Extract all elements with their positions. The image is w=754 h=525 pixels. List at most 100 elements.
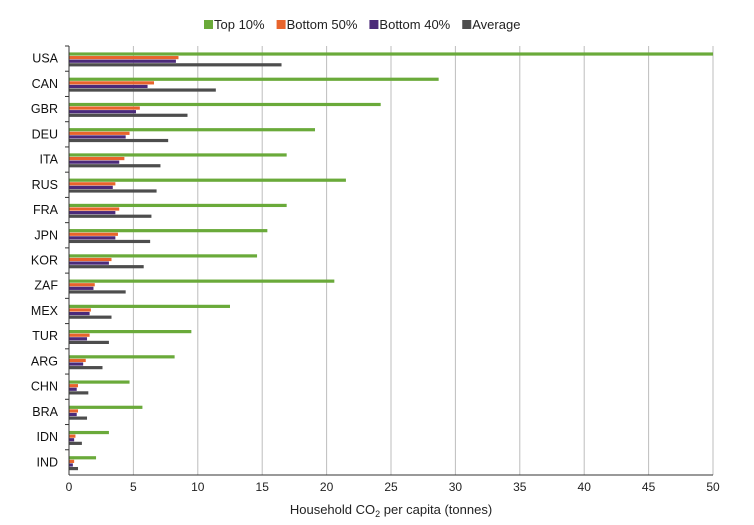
bar-arg-average (69, 366, 103, 370)
bar-deu-bottom-50 (69, 131, 130, 135)
bar-arg-bottom-50 (69, 358, 86, 363)
bar-arg-bottom-40 (69, 362, 84, 366)
bar-gbr-bottom-40 (69, 110, 136, 114)
bar-kor-bottom-50 (69, 257, 112, 262)
bar-rus-top-10 (69, 178, 346, 182)
category-label-fra: FRA (33, 203, 59, 217)
bar-jpn-bottom-50 (69, 232, 118, 236)
legend-label-top-10: Top 10% (214, 17, 265, 32)
bar-idn-top-10 (69, 430, 109, 435)
category-label-chn: CHN (31, 380, 58, 394)
bar-bra-bottom-50 (69, 409, 79, 413)
bar-bra-top-10 (69, 405, 143, 409)
x-tick-label-35: 35 (513, 480, 527, 494)
bar-ita-bottom-50 (69, 156, 125, 161)
bar-can-top-10 (69, 77, 439, 81)
x-axis-title-main: Household CO (290, 502, 375, 517)
bar-ita-bottom-40 (69, 160, 120, 164)
bar-zaf-average (69, 290, 126, 294)
x-tick-labels: 0 5 10 15 20 25 30 35 40 45 50 (66, 480, 720, 494)
bar-idn-average (69, 441, 82, 445)
category-label-mex: MEX (31, 304, 59, 318)
bar-zaf-bottom-50 (69, 283, 95, 287)
bar-rus-bottom-50 (69, 182, 116, 186)
gridlines (132, 46, 714, 475)
bar-kor-bottom-40 (69, 261, 109, 265)
bar-kor-top-10 (69, 254, 258, 258)
x-tick-label-15: 15 (256, 480, 270, 494)
bar-chn-average (69, 391, 89, 395)
legend: Top 10% Bottom 50% Bottom 40% Average (204, 17, 520, 32)
bar-can-average (69, 88, 216, 92)
bar-tur-bottom-40 (69, 337, 88, 341)
bar-gbr-top-10 (69, 102, 381, 107)
bar-usa-bottom-50 (69, 56, 179, 60)
bar-jpn-top-10 (69, 229, 268, 233)
category-label-zaf: ZAF (34, 279, 58, 293)
category-label-can: CAN (32, 77, 58, 91)
bar-ind-top-10 (69, 456, 97, 460)
category-label-deu: DEU (32, 127, 58, 141)
x-tick-label-20: 20 (320, 480, 334, 494)
x-tick-label-40: 40 (578, 480, 592, 494)
bar-chn-bottom-40 (69, 387, 77, 391)
x-tick-label-25: 25 (384, 480, 398, 494)
bar-mex-top-10 (69, 304, 230, 308)
legend-label-bottom-40: Bottom 40% (379, 17, 450, 32)
bar-ind-average (69, 466, 79, 471)
category-label-kor: KOR (31, 254, 58, 268)
bar-usa-top-10 (69, 52, 713, 56)
bars (69, 52, 713, 471)
category-labels: USA CAN GBR DEU ITA RUS FRA JPN KOR ZAF MEX TUR ARG C… (31, 52, 59, 470)
bar-fra-average (69, 214, 152, 218)
bar-tur-average (69, 340, 109, 345)
bar-chn-bottom-50 (69, 384, 79, 388)
bar-mex-bottom-40 (69, 311, 90, 316)
category-label-ita: ITA (39, 153, 58, 167)
legend-swatch-bottom-50 (276, 20, 286, 29)
bar-ita-average (69, 164, 161, 168)
bar-kor-average (69, 265, 144, 269)
category-label-idn: IDN (36, 430, 58, 444)
category-label-arg: ARG (31, 354, 58, 368)
bar-jpn-bottom-40 (69, 236, 116, 240)
x-tick-label-0: 0 (66, 480, 73, 494)
bar-idn-bottom-40 (69, 438, 75, 442)
x-tick-label-45: 45 (642, 480, 656, 494)
bar-can-bottom-50 (69, 81, 155, 85)
bar-arg-top-10 (69, 355, 175, 359)
bar-deu-bottom-40 (69, 135, 126, 139)
category-label-bra: BRA (32, 405, 58, 419)
category-label-rus: RUS (32, 178, 58, 192)
legend-swatch-top-10 (204, 20, 213, 29)
legend-label-bottom-50: Bottom 50% (287, 17, 358, 32)
bar-chn-top-10 (69, 380, 130, 384)
bar-can-bottom-40 (69, 84, 148, 89)
bar-zaf-bottom-40 (69, 286, 94, 290)
bar-gbr-bottom-50 (69, 106, 140, 110)
bar-tur-top-10 (69, 330, 192, 334)
bar-zaf-top-10 (69, 279, 335, 283)
bar-tur-bottom-50 (69, 333, 90, 337)
bar-deu-top-10 (69, 128, 316, 132)
category-label-usa: USA (32, 52, 58, 66)
category-label-gbr: GBR (31, 102, 58, 116)
bar-idn-bottom-50 (69, 434, 76, 438)
bar-fra-top-10 (69, 203, 287, 208)
bar-bra-bottom-40 (69, 412, 77, 417)
bar-rus-bottom-40 (69, 185, 113, 189)
bar-bra-average (69, 416, 88, 420)
x-axis-title-suffix: per capita (tonnes) (380, 502, 492, 517)
bar-ita-top-10 (69, 153, 287, 157)
x-tick-label-5: 5 (130, 480, 137, 494)
legend-swatch-average (462, 20, 472, 29)
bar-jpn-average (69, 239, 151, 244)
bar-rus-average (69, 189, 157, 193)
bar-mex-average (69, 315, 112, 319)
x-tick-label-10: 10 (191, 480, 205, 494)
bar-usa-bottom-40 (69, 59, 176, 63)
category-label-jpn: JPN (34, 228, 58, 242)
bar-gbr-average (69, 113, 188, 117)
x-axis-title: Household CO2 per capita (tonnes) (290, 502, 492, 519)
